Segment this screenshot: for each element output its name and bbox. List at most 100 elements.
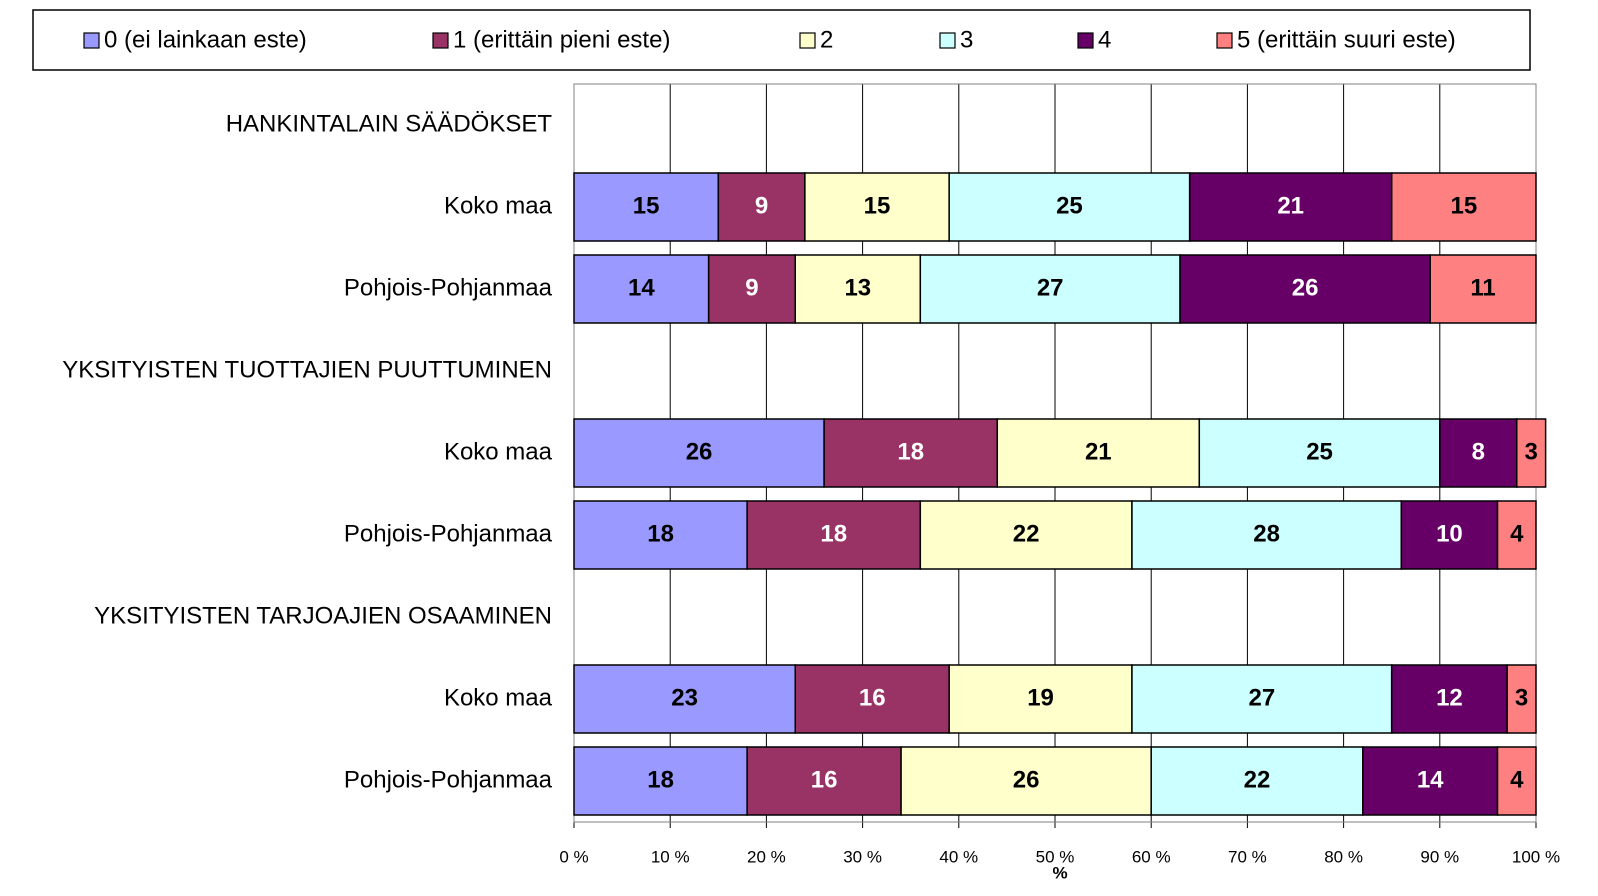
- data-label: 4: [1510, 766, 1524, 793]
- bar-segment: [804, 172, 950, 242]
- legend-swatch: [1216, 32, 1233, 49]
- data-label: 14: [1417, 766, 1444, 793]
- bar-segment: [1390, 172, 1537, 242]
- y-tick-label: YKSITYISTEN TARJOAJIEN OSAAMINEN: [94, 602, 552, 629]
- bar-segment: [1400, 500, 1499, 570]
- bar-segment: [573, 500, 748, 570]
- y-tick-label: Pohjois-Pohjanmaa: [344, 520, 553, 547]
- bar-segment: [1131, 664, 1393, 734]
- bar-segment: [717, 172, 806, 242]
- bar-segment: [573, 664, 797, 734]
- data-label: 21: [1277, 192, 1304, 219]
- data-label: 15: [1450, 192, 1477, 219]
- data-label: 15: [633, 192, 660, 219]
- bar-segment: [573, 172, 720, 242]
- data-label: 14: [628, 274, 655, 301]
- bar-segment: [1390, 664, 1508, 734]
- data-label: 12: [1436, 684, 1463, 711]
- bar-segment: [1506, 664, 1537, 734]
- legend-swatch: [1077, 32, 1094, 49]
- bar-segment: [1516, 418, 1547, 488]
- data-label: 4: [1510, 520, 1524, 547]
- bar-segment: [794, 254, 922, 324]
- bar-segment: [1198, 418, 1441, 488]
- y-tick-label: Koko maa: [444, 684, 553, 711]
- bar-segment: [573, 418, 825, 488]
- bar-segment: [1188, 172, 1393, 242]
- legend-label: 1 (erittäin pieni este): [453, 26, 670, 53]
- data-label: 26: [686, 438, 713, 465]
- x-tick-label: 60 %: [1132, 847, 1171, 866]
- x-tick-label: 70 %: [1228, 847, 1267, 866]
- bar-segment: [707, 254, 797, 324]
- y-tick-label: YKSITYISTEN TUOTTAJIEN PUUTTUMINEN: [62, 356, 552, 383]
- data-label: 3: [1515, 684, 1528, 711]
- data-label: 8: [1472, 438, 1485, 465]
- x-tick-label: 80 %: [1324, 847, 1363, 866]
- data-label: 18: [820, 520, 847, 547]
- data-label: 21: [1085, 438, 1112, 465]
- data-label: 25: [1306, 438, 1333, 465]
- data-label: 16: [811, 766, 838, 793]
- legend-label: 4: [1098, 26, 1111, 53]
- legend-swatch: [432, 32, 449, 49]
- data-label: 15: [864, 192, 891, 219]
- bar-segment: [746, 746, 902, 816]
- y-tick-label: Koko maa: [444, 438, 553, 465]
- bar-segment: [1362, 746, 1499, 816]
- bar-segment: [919, 254, 1181, 324]
- bar-segment: [1439, 418, 1518, 488]
- data-label: 26: [1013, 766, 1040, 793]
- y-tick-label: Pohjois-Pohjanmaa: [344, 274, 553, 301]
- bar-segment: [1496, 746, 1537, 816]
- x-axis-label: %: [1052, 863, 1067, 882]
- bar-segment: [573, 254, 710, 324]
- data-label: 22: [1013, 520, 1040, 547]
- legend-swatch: [799, 32, 816, 49]
- bar-segment: [900, 746, 1152, 816]
- legend-label: 0 (ei lainkaan este): [104, 26, 307, 53]
- data-label: 11: [1470, 274, 1495, 301]
- legend-label: 5 (erittäin suuri este): [1237, 26, 1456, 53]
- x-tick-label: 40 %: [939, 847, 978, 866]
- data-label: 10: [1436, 520, 1463, 547]
- y-tick-label: HANKINTALAIN SÄÄDÖKSET: [226, 110, 553, 137]
- y-tick-label: Koko maa: [444, 192, 553, 219]
- bar-segment: [746, 500, 922, 570]
- data-label: 28: [1253, 520, 1280, 547]
- x-tick-label: 50 %: [1036, 847, 1075, 866]
- data-label: 13: [844, 274, 871, 301]
- bar-segment: [794, 664, 950, 734]
- x-tick-label: 100 %: [1512, 847, 1560, 866]
- x-tick-label: 30 %: [843, 847, 882, 866]
- legend-box: [32, 9, 1531, 71]
- data-label: 25: [1056, 192, 1083, 219]
- bar-segment: [948, 172, 1191, 242]
- bar-segment: [996, 418, 1201, 488]
- legend-label: 2: [820, 26, 833, 53]
- legend-swatch: [83, 32, 100, 49]
- data-label: 26: [1292, 274, 1319, 301]
- data-label: 16: [859, 684, 886, 711]
- x-tick-label: 20 %: [747, 847, 786, 866]
- data-label: 27: [1037, 274, 1064, 301]
- bar-segment: [1150, 746, 1364, 816]
- data-label: 23: [671, 684, 698, 711]
- legend-swatch: [939, 32, 956, 49]
- bar-segment: [823, 418, 999, 488]
- data-label: 3: [1525, 438, 1538, 465]
- x-tick-label: 10 %: [651, 847, 690, 866]
- data-label: 18: [897, 438, 924, 465]
- bar-segment: [1496, 500, 1537, 570]
- data-label: 9: [745, 274, 758, 301]
- data-label: 22: [1244, 766, 1271, 793]
- data-label: 19: [1027, 684, 1054, 711]
- data-label: 9: [755, 192, 768, 219]
- x-tick-label: 0 %: [559, 847, 588, 866]
- bar-segment: [573, 746, 748, 816]
- x-tick-label: 90 %: [1420, 847, 1459, 866]
- data-label: 18: [647, 766, 674, 793]
- bar-segment: [1429, 254, 1537, 324]
- bar-segment: [1179, 254, 1431, 324]
